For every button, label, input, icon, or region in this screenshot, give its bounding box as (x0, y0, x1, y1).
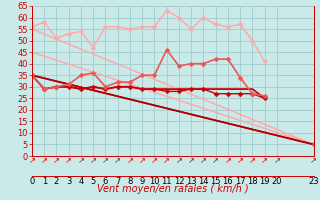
X-axis label: Vent moyen/en rafales ( km/h ): Vent moyen/en rafales ( km/h ) (97, 184, 249, 194)
